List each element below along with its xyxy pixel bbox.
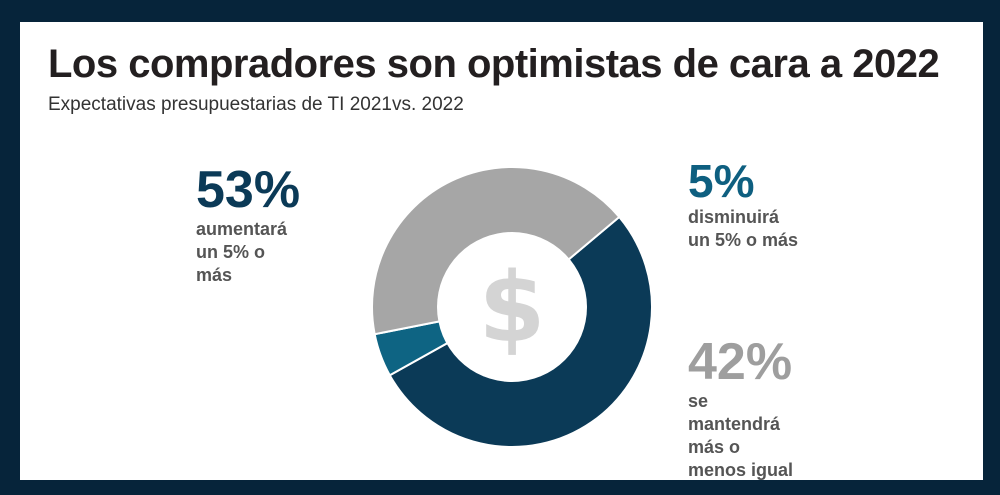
callout-decrease: 5% disminuirá un 5% o más (688, 156, 798, 252)
callout-same: 42% se mantendrá más o menos igual (688, 334, 793, 482)
slice-label-decrease: disminuirá un 5% o más (688, 207, 799, 250)
infographic-card: Los compradores son optimistas de cara a… (20, 22, 983, 480)
slice-label-increase: aumentará un 5% o más (196, 219, 288, 285)
chart-subtitle: Expectativas presupuestarias de TI 2021v… (48, 94, 464, 115)
donut-hole (437, 232, 587, 382)
percent-label-decrease: 5% (688, 155, 755, 207)
chart-title: Los compradores son optimistas de cara a… (48, 42, 940, 86)
dollar-icon: $ (479, 252, 546, 364)
donut-chart: $ (371, 166, 653, 448)
slice-label-same: se mantendrá más o menos igual (688, 391, 794, 480)
callout-increase: 53% aumentará un 5% o más (196, 162, 300, 287)
percent-label-increase: 53% (196, 161, 301, 219)
percent-label-same: 42% (688, 333, 793, 391)
